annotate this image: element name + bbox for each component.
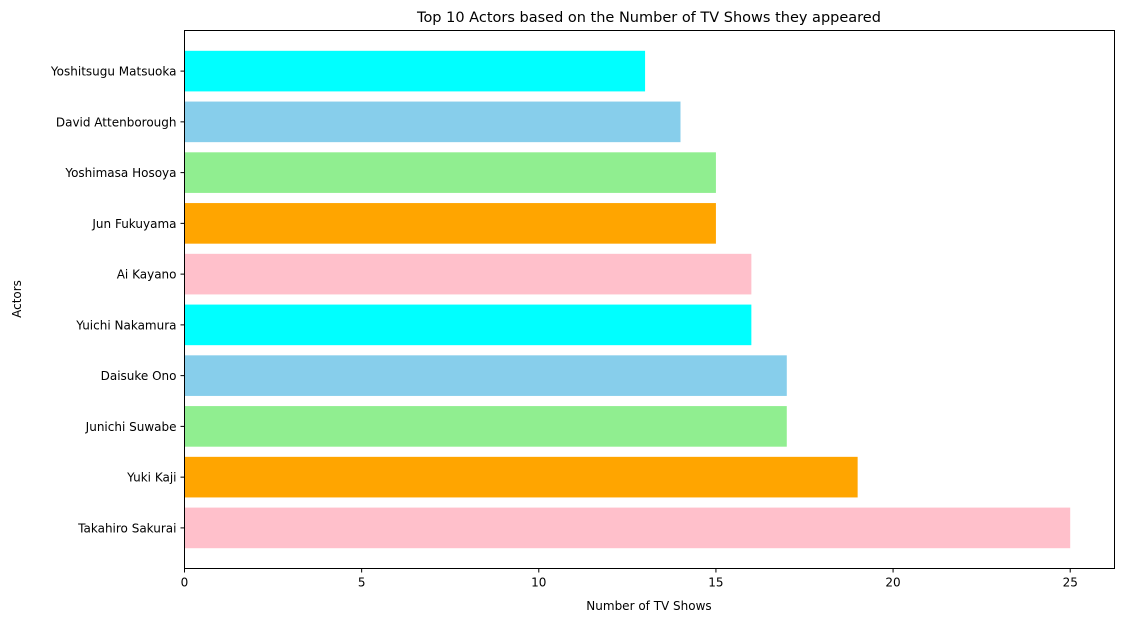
bar-david-attenborough — [184, 101, 681, 143]
y-tick-label: Junichi Suwabe — [85, 420, 177, 434]
y-tick-label: Yoshimasa Hosoya — [64, 166, 176, 180]
x-axis-ticks: 0 5 10 15 20 25 — [181, 568, 1078, 590]
x-tick-label: 25 — [1063, 576, 1078, 590]
y-tick-label: Daisuke Ono — [101, 369, 177, 383]
bar-takahiro-sakurai — [184, 507, 1071, 549]
y-axis-ticks: Takahiro Sakurai Yuki Kaji Junichi Suwabe D… — [50, 65, 185, 535]
y-tick-label: Yuki Kaji — [126, 471, 176, 485]
y-tick-label: Yuichi Nakamura — [75, 318, 176, 332]
bar-ai-kayano — [184, 253, 752, 295]
chart-title: Top 10 Actors based on the Number of TV … — [416, 10, 881, 26]
y-tick-label: David Attenborough — [56, 115, 177, 129]
x-tick-label: 5 — [358, 576, 366, 590]
bar-yoshimasa-hosoya — [184, 152, 716, 193]
x-tick-label: 10 — [531, 576, 546, 590]
bar-yoshitsugu-matsuoka — [184, 50, 646, 92]
y-tick-label: Ai Kayano — [117, 268, 177, 282]
bar-daisuke-ono — [184, 355, 787, 396]
bars-group — [184, 50, 1071, 549]
plot-frame — [184, 30, 1115, 569]
y-tick-label: Takahiro Sakurai — [77, 521, 176, 535]
y-tick-label: Yoshitsugu Matsuoka — [50, 65, 177, 79]
bar-yuichi-nakamura — [184, 304, 752, 346]
x-tick-label: 0 — [181, 576, 189, 590]
x-axis-title: Number of TV Shows — [586, 599, 711, 613]
x-tick-label: 15 — [708, 576, 723, 590]
bar-junichi-suwabe — [184, 406, 787, 447]
bar-jun-fukuyama — [184, 203, 716, 244]
x-tick-label: 20 — [885, 576, 900, 590]
bar-yuki-kaji — [184, 456, 858, 498]
y-axis-title: Actors — [10, 280, 24, 318]
y-tick-label: Jun Fukuyama — [91, 217, 176, 231]
